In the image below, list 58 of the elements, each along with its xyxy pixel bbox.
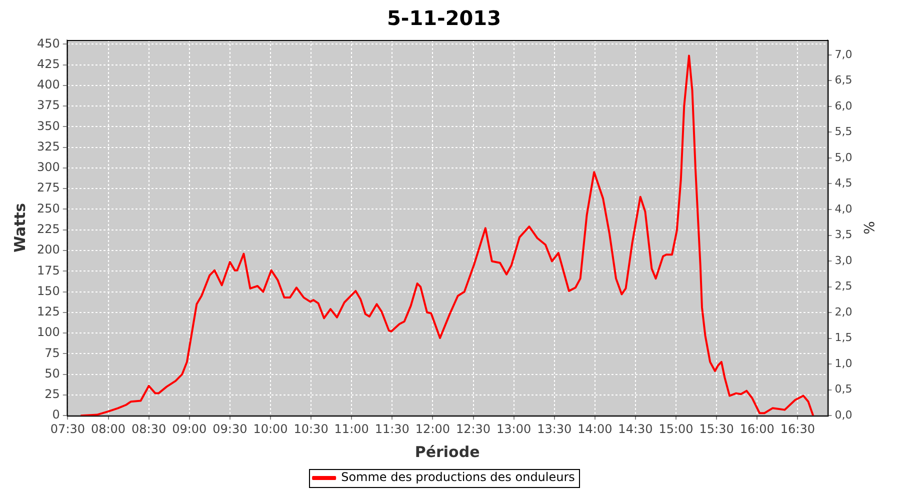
y-tick-label: 325 [37,139,60,154]
x-tick-label: 10:00 [253,422,288,436]
y-tick-label: 50 [44,366,60,380]
y2-tick-label: 6,5 [834,74,852,87]
y-tick-label: 350 [37,118,60,133]
y-tick-label: 250 [37,201,60,216]
y2-axis-title: % [860,221,876,234]
y-tick-label: 75 [44,346,60,360]
y2-tick-label: 4,0 [834,202,852,216]
x-tick-label: 08:30 [132,422,166,436]
x-tick-label: 15:00 [658,422,694,436]
y2-tick-label: 1,0 [834,356,852,370]
y-tick-label: 0 [52,408,60,422]
x-tick-label: 07:30 [50,422,86,436]
y-tick-label: 125 [37,304,60,319]
y-tick-label: 425 [37,56,60,71]
chart-title: 5-11-2013 [386,6,502,30]
y-tick-label: 150 [37,284,60,298]
y2-tick-label: 4,5 [834,176,852,190]
x-tick-label: 14:30 [618,422,653,436]
x-tick-label: 11:30 [374,422,410,436]
y2-tick-label: 3,5 [834,228,852,242]
y-tick-label: 200 [37,242,60,257]
x-tick-label: 09:00 [172,422,207,436]
y2-tick-label: 2,5 [834,280,852,293]
y2-tick-label: 5,0 [834,150,852,164]
x-tick-label: 10:30 [294,422,328,436]
y-tick-label: 25 [44,387,60,402]
y2-tick-label: 5,5 [834,125,852,138]
y-axis-title: Watts [10,203,29,253]
y2-tick-label: 6,0 [834,99,852,112]
y-tick-label: 375 [37,98,60,112]
y2-tick-label: 7,0 [834,48,852,61]
x-axis-title: Période [414,442,480,461]
x-tick-label: 13:00 [496,422,532,436]
x-tick-label: 12:00 [415,422,450,436]
y2-tick-label: 0,5 [834,382,852,396]
x-tick-label: 08:00 [90,422,126,436]
y2-tick-label: 1,5 [834,331,852,344]
y2-tick-label: 0,0 [834,408,852,422]
y-tick-label: 450 [37,36,60,50]
x-tick-label: 12:30 [456,422,491,436]
y-tick-label: 275 [37,180,60,195]
y-tick-label: 100 [37,325,60,340]
legend-label: Somme des productions des onduleurs [341,470,575,484]
y2-tick-label: 2,0 [834,305,852,318]
x-tick-label: 16:30 [780,422,815,436]
y-tick-label: 400 [37,78,60,92]
x-tick-label: 13:30 [537,422,572,436]
x-tick-label: 16:00 [740,422,774,436]
y-tick-label: 175 [37,263,60,278]
x-tick-label: 11:00 [334,422,369,436]
x-tick-label: 15:30 [699,422,734,436]
y-tick-label: 300 [37,160,60,174]
x-tick-label: 14:00 [578,422,612,436]
y2-tick-label: 3,0 [834,254,852,267]
x-tick-label: 09:30 [212,422,248,436]
y-tick-label: 225 [37,222,60,236]
